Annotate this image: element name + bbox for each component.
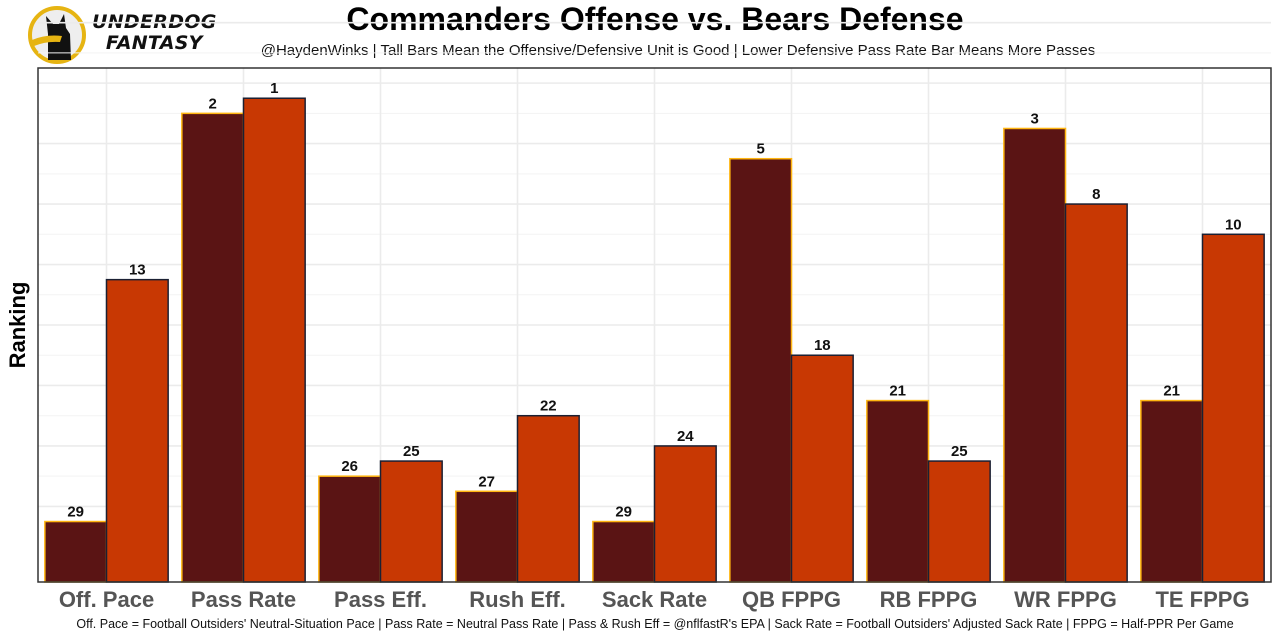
bar-defense: [379, 460, 443, 583]
bar-offense: [866, 399, 930, 583]
data-label: 1: [270, 80, 278, 97]
x-tick-label: Pass Rate: [191, 587, 296, 612]
data-label: 25: [403, 443, 420, 460]
bar-defense: [105, 278, 169, 583]
plot-panel-border: [37, 67, 1272, 583]
x-tick-label: Pass Eff.: [334, 587, 427, 612]
data-label: 2: [209, 95, 217, 112]
bar-offense: [1003, 127, 1067, 583]
x-tick-label: Rush Eff.: [469, 587, 566, 612]
data-label: 8: [1092, 186, 1100, 203]
bar-defense: [242, 97, 306, 583]
data-label: 5: [757, 141, 765, 158]
bar-offense: [181, 112, 245, 583]
x-tick-label: Off. Pace: [59, 587, 154, 612]
data-label: 13: [129, 262, 146, 279]
bars: [44, 97, 1265, 583]
logo-line-2: FANTASY: [105, 32, 203, 54]
x-tick-label: TE FPPG: [1155, 587, 1249, 612]
bar-offense: [318, 475, 382, 583]
data-label: 10: [1225, 216, 1242, 233]
x-tick-label: Sack Rate: [602, 587, 707, 612]
bar-offense: [592, 520, 656, 583]
bar-defense: [790, 354, 854, 583]
bar-defense: [927, 460, 991, 583]
x-tick-label: QB FPPG: [742, 587, 841, 612]
chart-caption: Off. Pace = Football Outsiders' Neutral-…: [76, 617, 1234, 631]
x-tick-label: RB FPPG: [880, 587, 978, 612]
data-label: 22: [540, 398, 557, 415]
data-label: 25: [951, 443, 968, 460]
bar-offense: [44, 520, 108, 583]
bar-defense: [1064, 203, 1128, 583]
data-label: 27: [478, 473, 495, 490]
chart-subtitle: @HaydenWinks | Tall Bars Mean the Offens…: [260, 42, 1096, 59]
data-label: 18: [814, 337, 831, 354]
dog-silhouette-icon: [28, 6, 86, 64]
chart-title: Commanders Offense vs. Bears Defense: [346, 1, 964, 37]
data-label: 29: [67, 504, 84, 521]
data-label: 24: [677, 428, 694, 445]
x-tick-label: WR FPPG: [1014, 587, 1117, 612]
data-label: 21: [1163, 383, 1180, 400]
bar-defense: [516, 414, 580, 583]
x-tick-labels: Off. Pace Pass Rate Pass Eff. Rush Eff. Sack…: [59, 587, 1250, 612]
bar-defense: [1201, 233, 1265, 583]
bar-offense: [455, 490, 519, 583]
bar-defense: [653, 445, 717, 583]
bar-offense: [729, 157, 793, 583]
data-label: 21: [889, 383, 906, 400]
bar-offense: [1140, 399, 1204, 583]
data-label: 3: [1031, 110, 1039, 127]
data-label: 26: [341, 458, 358, 475]
data-label: 29: [615, 504, 632, 521]
